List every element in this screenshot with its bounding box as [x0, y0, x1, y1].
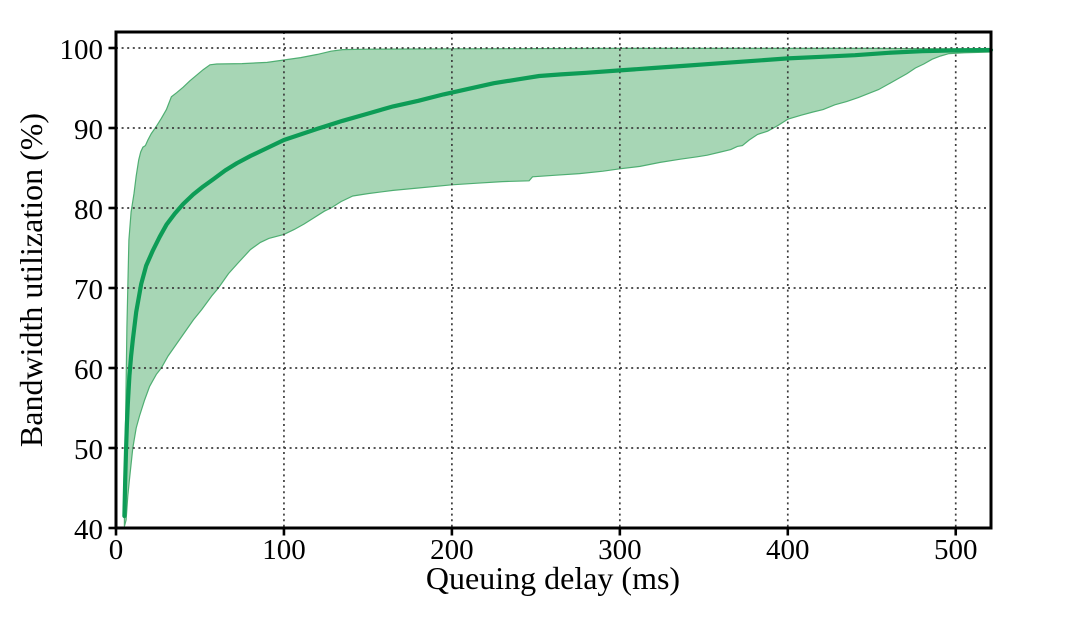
y-tick-label: 100: [60, 34, 104, 66]
x-tick-label: 400: [766, 534, 810, 566]
y-tick-label: 50: [74, 434, 103, 466]
x-tick-label: 500: [934, 534, 978, 566]
x-tick-label: 100: [262, 534, 306, 566]
tick-labels: 0 100 200 300 400 500 40 50 60 70 80 90 100: [60, 34, 978, 566]
y-tick-label: 80: [74, 194, 103, 226]
y-axis-title: Bandwidth utilization (%): [13, 113, 49, 447]
axes-frame: [114, 30, 993, 530]
y-tick-label: 90: [74, 114, 103, 146]
y-tick-label: 70: [74, 274, 103, 306]
mean-line: [122, 47, 994, 519]
ticks: [108, 46, 958, 536]
plot-area: 0 100 200 300 400 500 40 50 60 70 80 90 100: [60, 30, 994, 566]
x-tick-label: 0: [109, 534, 124, 566]
x-tick-label: 300: [598, 534, 642, 566]
x-axis-title: Queuing delay (ms): [426, 560, 680, 596]
confidence-band: [123, 47, 992, 527]
y-tick-label: 60: [74, 354, 103, 386]
grid: [116, 32, 991, 528]
x-tick-label: 200: [430, 534, 474, 566]
y-tick-label: 40: [74, 514, 103, 546]
